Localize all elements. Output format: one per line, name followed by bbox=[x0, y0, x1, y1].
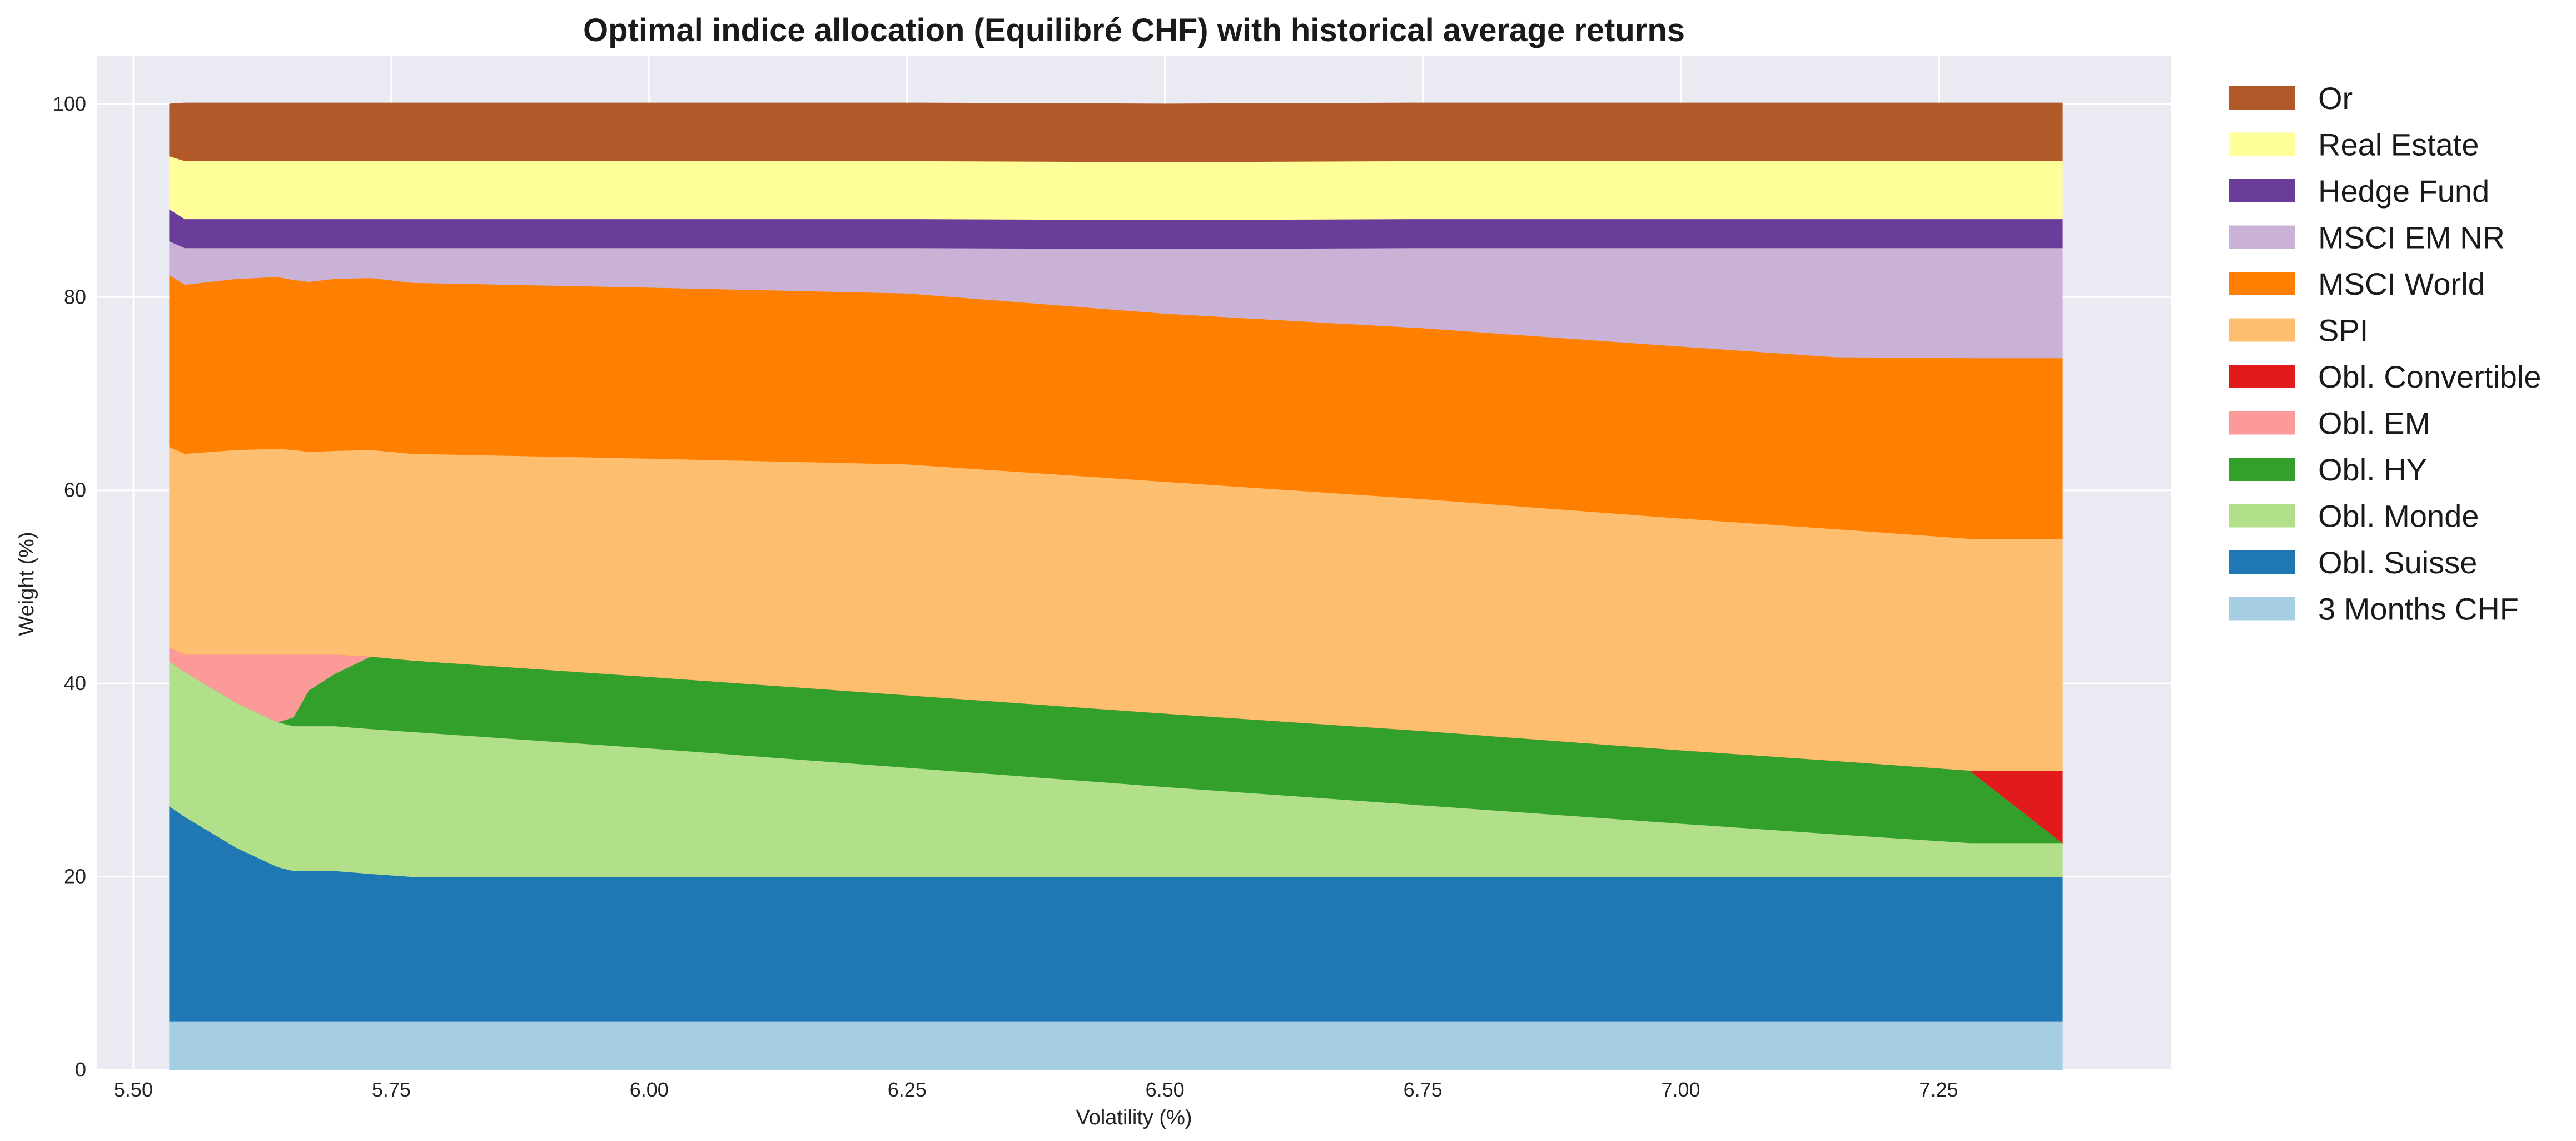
x-tick-label: 6.75 bbox=[1404, 1078, 1443, 1101]
legend-label-obl-hy: Obl. HY bbox=[2318, 452, 2427, 487]
area-series bbox=[169, 102, 2063, 1070]
x-tick-label: 6.00 bbox=[630, 1078, 669, 1101]
y-tick-label: 20 bbox=[64, 865, 86, 888]
legend-swatch-obl-convertible bbox=[2229, 365, 2295, 388]
legend-swatch-hedge-fund bbox=[2229, 179, 2295, 202]
chart-title: Optimal indice allocation (Equilibré CHF… bbox=[583, 12, 1685, 48]
legend-swatch-obl-hy bbox=[2229, 458, 2295, 481]
y-tick-label: 40 bbox=[64, 672, 86, 694]
legend-swatch-obl-monde bbox=[2229, 504, 2295, 528]
legend-label-hedge-fund: Hedge Fund bbox=[2318, 173, 2489, 209]
x-tick-label: 5.75 bbox=[372, 1078, 411, 1101]
legend-swatch-obl-suisse bbox=[2229, 550, 2295, 574]
legend-label-obl-suisse: Obl. Suisse bbox=[2318, 545, 2477, 580]
legend-label-3-months-chf: 3 Months CHF bbox=[2318, 592, 2519, 627]
legend-swatch-real-estate bbox=[2229, 132, 2295, 156]
area-real-estate bbox=[169, 156, 2063, 220]
legend-swatch-spi bbox=[2229, 318, 2295, 342]
legend-label-spi: SPI bbox=[2318, 313, 2368, 348]
legend-swatch-3-months-chf bbox=[2229, 597, 2295, 621]
legend-swatch-msci-world bbox=[2229, 272, 2295, 295]
legend-label-real-estate: Real Estate bbox=[2318, 127, 2479, 162]
x-tick-label: 6.25 bbox=[888, 1078, 927, 1101]
legend-swatch-obl-em bbox=[2229, 411, 2295, 435]
legend-label-msci-em-nr: MSCI EM NR bbox=[2318, 220, 2505, 255]
x-tick-label: 6.50 bbox=[1146, 1078, 1185, 1101]
x-tick-label: 7.25 bbox=[1919, 1078, 1958, 1101]
legend-swatch-msci-em-nr bbox=[2229, 225, 2295, 249]
x-axis-ticks: 5.50 5.75 6.00 6.25 6.50 6.75 7.00 7.25 bbox=[114, 1078, 1958, 1101]
legend-swatch-or bbox=[2229, 86, 2295, 110]
x-tick-label: 5.50 bbox=[114, 1078, 153, 1101]
legend: Or Real Estate Hedge Fund MSCI EM NR MSCI Wo… bbox=[2229, 81, 2542, 627]
y-tick-label: 100 bbox=[53, 92, 86, 115]
y-axis-ticks: 0 20 40 60 80 100 bbox=[53, 92, 86, 1081]
area-3-months-chf bbox=[169, 1021, 2063, 1070]
x-tick-label: 7.00 bbox=[1661, 1078, 1700, 1101]
legend-label-msci-world: MSCI World bbox=[2318, 266, 2485, 301]
area-or bbox=[169, 102, 2063, 162]
legend-label-or: Or bbox=[2318, 81, 2353, 116]
y-axis-label: Weight (%) bbox=[15, 532, 38, 636]
x-axis-label: Volatility (%) bbox=[1076, 1106, 1192, 1129]
y-tick-label: 80 bbox=[64, 285, 86, 308]
legend-label-obl-em: Obl. EM bbox=[2318, 406, 2430, 441]
y-tick-label: 60 bbox=[64, 479, 86, 502]
legend-label-obl-monde: Obl. Monde bbox=[2318, 499, 2479, 534]
y-tick-label: 0 bbox=[75, 1058, 86, 1081]
legend-label-obl-convertible: Obl. Convertible bbox=[2318, 359, 2542, 394]
